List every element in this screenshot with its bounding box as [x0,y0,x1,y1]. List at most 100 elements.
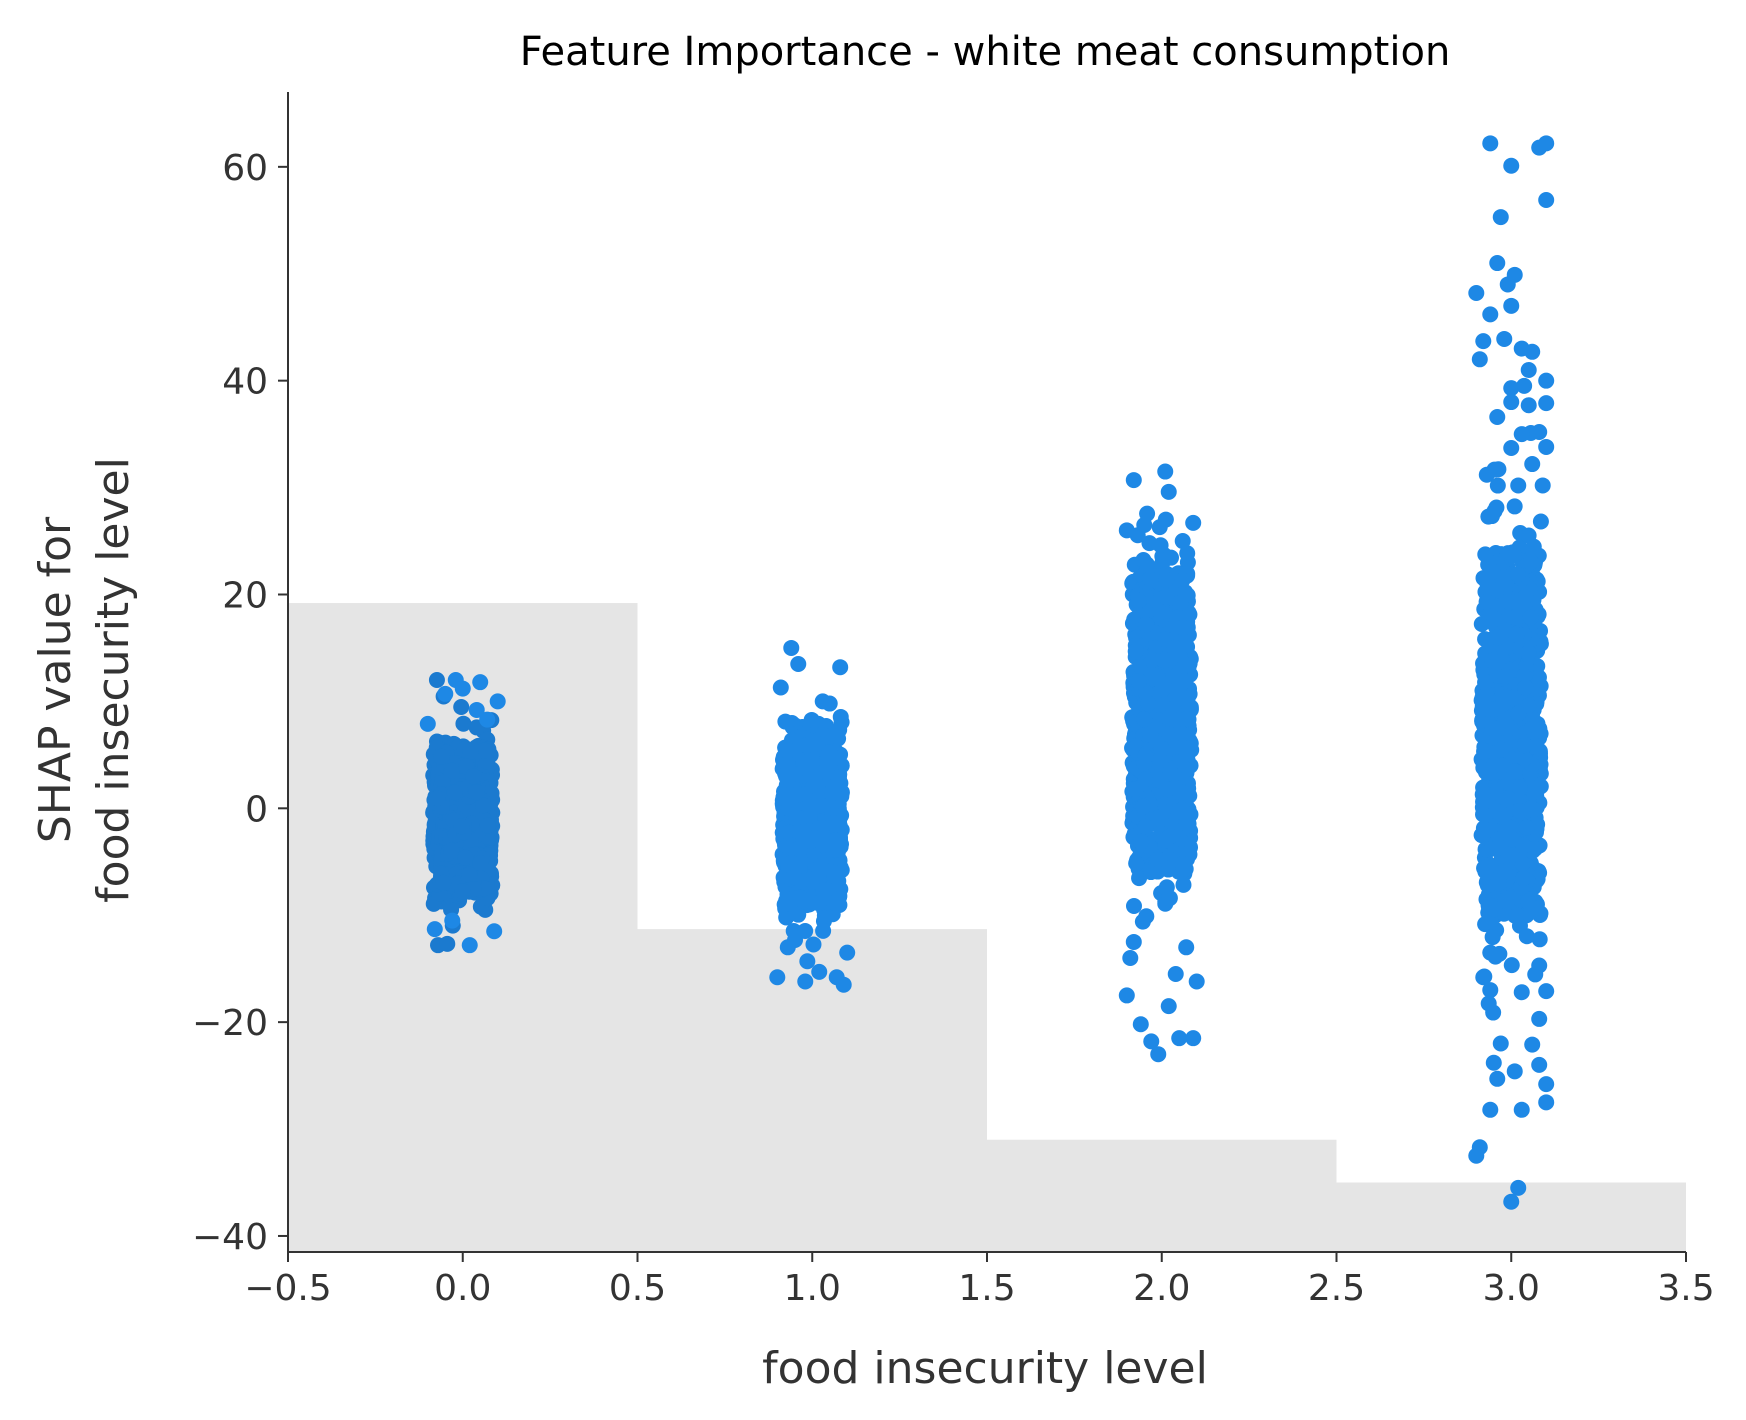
data-point [1522,609,1539,626]
outlier-point [1538,1094,1555,1111]
outlier-point [444,912,461,929]
data-point [1480,896,1497,913]
outlier-point [1171,1030,1188,1047]
data-point [1485,1004,1502,1021]
data-point [455,715,472,732]
outlier-point [790,655,807,672]
outlier-point [1188,973,1205,990]
data-point [1143,651,1160,668]
data-point [801,808,818,825]
data-point [1489,477,1506,494]
x-tick-label: 0.5 [609,1268,666,1309]
outlier-point [1503,1193,1520,1210]
data-point [1151,519,1168,536]
data-point [476,742,493,759]
data-point [1526,717,1543,734]
outlier-point [1118,987,1135,1004]
data-point [825,814,842,831]
data-point [1174,572,1191,589]
data-point [1503,957,1520,974]
histogram-bar-2 [987,1139,1337,1252]
x-tick-label: 0.0 [434,1268,491,1309]
outlier-point [1482,944,1499,961]
data-point [825,778,842,795]
outlier-point [1489,409,1506,426]
outlier-point [454,680,471,697]
outlier-point [1506,1063,1523,1080]
outlier-point [1160,483,1177,500]
outlier-point [1510,477,1527,494]
data-point [1138,908,1155,925]
data-point [1488,802,1505,819]
outlier-point [419,715,436,732]
outlier-point [1185,514,1202,531]
data-point [1135,552,1152,569]
data-point [1477,688,1494,705]
data-point [815,922,832,939]
data-point [461,866,478,883]
data-point [809,735,826,752]
histogram-bar-1 [637,929,987,1252]
data-point [1506,498,1523,515]
data-point [815,836,832,853]
point-group-level-2 [1118,463,1205,1063]
point-group-level-1 [769,639,856,993]
data-point [465,768,482,785]
data-point [1504,847,1521,864]
data-point [1510,705,1527,722]
data-point [443,842,460,859]
outlier-point [1178,939,1195,956]
outlier-point [1468,284,1485,301]
data-point [1482,857,1499,874]
data-point [1477,546,1494,563]
outlier-point [1538,1076,1555,1093]
outlier-point [1492,209,1509,226]
outlier-point [1503,157,1520,174]
data-point [1127,781,1144,798]
data-point [779,755,796,772]
data-point [1499,593,1516,610]
data-point [797,760,814,777]
data-point [1152,604,1169,621]
outlier-point [1520,397,1537,414]
data-point [1503,831,1520,848]
data-point [435,874,452,891]
outlier-point [426,921,443,938]
data-point [443,762,460,779]
outlier-point [1534,477,1551,494]
outlier-point [1524,343,1541,360]
outlier-point [1496,330,1513,347]
data-point [1133,833,1150,850]
outlier-point [1185,1030,1202,1047]
outlier-point [1475,333,1492,350]
point-group-level-0 [419,672,506,954]
outlier-point [472,674,489,691]
data-point [1526,783,1543,800]
data-point [1493,741,1510,758]
data-point [815,882,832,899]
outlier-point [1150,1046,1167,1063]
data-point [1525,801,1542,818]
data-point [803,711,820,728]
data-point [1137,748,1154,765]
outlier-point [1160,998,1177,1015]
histogram-bar-3 [1336,1182,1686,1252]
data-point [1488,629,1505,646]
data-point [1484,720,1501,737]
data-point [812,797,829,814]
outlier-point [437,685,454,702]
outlier-point [811,963,828,980]
data-point [1174,619,1191,636]
data-point [453,818,470,835]
data-point [1518,819,1535,836]
data-point [1484,563,1501,580]
outlier-point [1122,949,1139,966]
data-point [1130,592,1147,609]
outlier-point [1503,297,1520,314]
data-point [472,855,489,872]
data-point [1520,527,1537,544]
data-point [1484,929,1501,946]
data-point [1518,928,1535,945]
y-tick-label: 0 [245,789,268,830]
outlier-point [1489,255,1506,272]
